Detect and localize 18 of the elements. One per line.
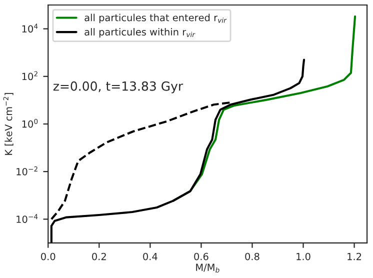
y-tick-label: 10$^{−2}$ <box>16 166 38 176</box>
x-tick-label: 0.6 <box>194 252 208 260</box>
x-tick-label: 0.8 <box>245 252 260 260</box>
annotation: z=0.00, t=13.83 Gyr <box>53 81 184 94</box>
x-axis-title: M/M$_{b}$ <box>196 264 220 273</box>
line-series <box>50 58 306 243</box>
y-tick-label: 10$^{−4}$ <box>16 214 38 223</box>
x-tick-label: 1.0 <box>296 252 310 260</box>
x-tick-label: 0.4 <box>143 252 158 260</box>
y-axis-title: K [keV cm$^{−2}$] <box>3 93 14 155</box>
y-tick-label: 10$^{2}$ <box>22 71 38 80</box>
legend-label: all particules that entered r$_{vir}$ <box>84 14 227 24</box>
x-tick-label: 1.2 <box>348 252 362 260</box>
legend-label: all particules within r$_{vir}$ <box>84 28 196 38</box>
x-tick-label: 0.0 <box>41 252 56 260</box>
y-tick-label: 10$^{0}$ <box>22 118 38 128</box>
x-tick-label: 0.2 <box>92 252 106 260</box>
y-tick-label: 10$^{4}$ <box>22 24 38 33</box>
